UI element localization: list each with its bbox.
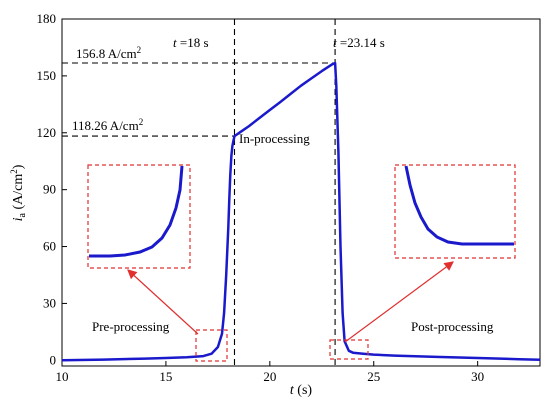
step-value-label: 118.26 A/cm2 bbox=[72, 117, 143, 133]
peak-value-label: 156.8 A/cm2 bbox=[76, 45, 141, 61]
y-tick-label: 90 bbox=[43, 182, 56, 197]
x-axis-label: t (s) bbox=[290, 383, 313, 398]
curve-layer bbox=[62, 61, 540, 362]
post-zoom-arrow bbox=[344, 261, 454, 343]
post-inset-curve bbox=[404, 165, 514, 246]
post-processing-label: Post-processing bbox=[411, 319, 494, 334]
pre-zoom-arrow bbox=[127, 269, 199, 335]
x-tick-label: 25 bbox=[367, 369, 380, 384]
post-processing-inset bbox=[394, 164, 516, 259]
y-tick-label: 0 bbox=[50, 352, 57, 367]
x-tick-label: 15 bbox=[159, 369, 172, 384]
y-tick-label: 30 bbox=[43, 295, 56, 310]
pre-processing-label: Pre-processing bbox=[92, 319, 170, 334]
plot-frame bbox=[61, 18, 541, 367]
y-tick-label: 180 bbox=[37, 11, 57, 26]
pre-inset-curve bbox=[89, 165, 184, 258]
in-processing-label: In-processing bbox=[239, 131, 310, 146]
axis-ticks: 10 15 20 25 30 0 30 60 90 120 150 180 bbox=[37, 11, 485, 384]
reference-lines bbox=[62, 19, 336, 366]
series-line bbox=[62, 61, 540, 362]
pre-processing-inset bbox=[87, 164, 191, 269]
x-tick-label: 10 bbox=[56, 369, 69, 384]
y-tick-label: 150 bbox=[37, 68, 57, 83]
y-axis-label: ia (A/cm2) bbox=[9, 164, 28, 221]
t2-label: t =23.14 s bbox=[333, 35, 385, 50]
x-tick-label: 20 bbox=[263, 369, 276, 384]
pre-zoom-region bbox=[195, 329, 228, 362]
t1-label: t =18 s bbox=[173, 35, 209, 50]
y-tick-label: 120 bbox=[37, 125, 57, 140]
y-tick-label: 60 bbox=[43, 239, 56, 254]
x-tick-label: 30 bbox=[471, 369, 484, 384]
